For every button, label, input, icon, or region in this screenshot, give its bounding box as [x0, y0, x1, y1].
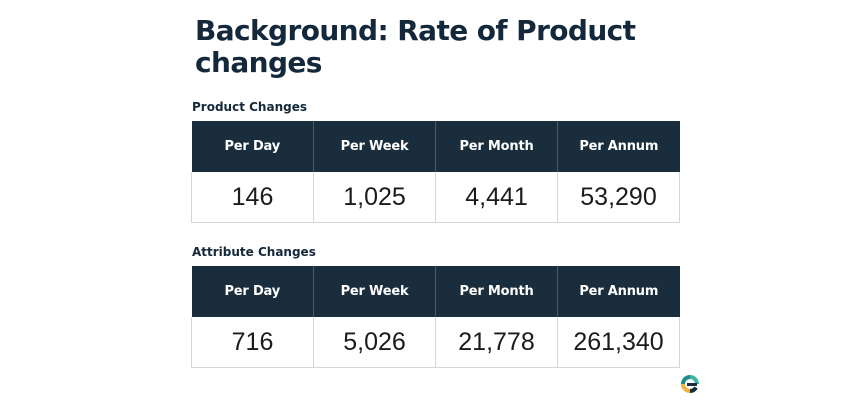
logo-arc-dark: [689, 386, 698, 393]
value-per-day: 146: [191, 172, 314, 223]
logo-arc-yellow: [681, 383, 691, 393]
product-changes-label: Product Changes: [192, 100, 307, 114]
header-per-month: Per Month: [435, 121, 558, 172]
value-per-annum: 261,340: [557, 317, 680, 368]
value-per-month: 21,778: [435, 317, 558, 368]
logo-arc-green: [689, 375, 699, 385]
header-per-annum: Per Annum: [557, 266, 680, 317]
header-per-week: Per Week: [313, 121, 436, 172]
table-row: 716 5,026 21,778 261,340: [191, 317, 680, 368]
value-per-week: 5,026: [313, 317, 436, 368]
logo-arc-teal: [681, 375, 691, 385]
header-per-week: Per Week: [313, 266, 436, 317]
value-per-day: 716: [191, 317, 314, 368]
value-per-annum: 53,290: [557, 172, 680, 223]
page-title: Background: Rate of Product changes: [195, 14, 636, 79]
value-per-month: 4,441: [435, 172, 558, 223]
header-per-day: Per Day: [191, 266, 314, 317]
header-per-annum: Per Annum: [557, 121, 680, 172]
table-header-row: Per Day Per Week Per Month Per Annum: [191, 121, 680, 172]
brand-logo-icon: [681, 375, 699, 393]
attribute-changes-table: Per Day Per Week Per Month Per Annum 716…: [191, 266, 680, 368]
header-per-month: Per Month: [435, 266, 558, 317]
value-per-week: 1,025: [313, 172, 436, 223]
attribute-changes-label: Attribute Changes: [192, 245, 316, 259]
product-changes-table: Per Day Per Week Per Month Per Annum 146…: [191, 121, 680, 223]
table-header-row: Per Day Per Week Per Month Per Annum: [191, 266, 680, 317]
header-per-day: Per Day: [191, 121, 314, 172]
table-row: 146 1,025 4,441 53,290: [191, 172, 680, 223]
